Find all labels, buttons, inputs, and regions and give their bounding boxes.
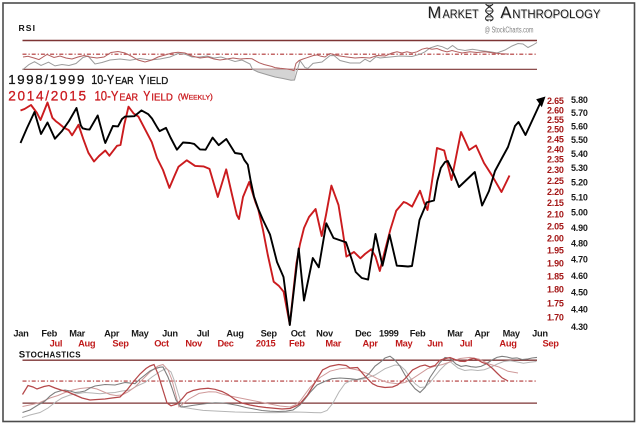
svg-text:Mar: Mar (69, 329, 85, 339)
svg-text:Aug: Aug (78, 339, 96, 349)
svg-text:2.40: 2.40 (547, 144, 564, 154)
svg-text:Jul: Jul (460, 339, 473, 349)
svg-text:1.70: 1.70 (547, 313, 564, 323)
svg-text:4.70: 4.70 (571, 254, 588, 264)
svg-text:RSI: RSI (19, 23, 37, 33)
svg-text:5.50: 5.50 (571, 135, 588, 145)
svg-text:Jan: Jan (13, 329, 29, 339)
svg-text:2.25: 2.25 (547, 176, 564, 186)
svg-text:Apr: Apr (474, 329, 490, 339)
svg-text:Aug: Aug (499, 339, 517, 349)
svg-text:Jun: Jun (427, 339, 443, 349)
svg-text:1.80: 1.80 (547, 285, 564, 295)
svg-text:Sep: Sep (261, 329, 278, 339)
svg-text:Jul: Jul (50, 339, 63, 349)
svg-text:Feb: Feb (289, 339, 305, 349)
svg-text:Apr: Apr (363, 339, 379, 349)
svg-text:Mar: Mar (325, 339, 341, 349)
svg-text:4.60: 4.60 (571, 271, 588, 281)
svg-text:2.55: 2.55 (547, 115, 564, 125)
svg-text:Sep: Sep (543, 339, 560, 349)
svg-text:Oct: Oct (291, 329, 306, 339)
svg-text:May: May (503, 329, 521, 339)
svg-text:2.30: 2.30 (547, 165, 564, 175)
svg-text:4.40: 4.40 (571, 305, 588, 315)
svg-text:2.35: 2.35 (547, 155, 564, 165)
svg-text:1999: 1999 (379, 329, 399, 339)
svg-text:Sep: Sep (112, 339, 129, 349)
svg-text:4.50: 4.50 (571, 288, 588, 298)
svg-text:5.80: 5.80 (571, 95, 588, 105)
svg-text:5.40: 5.40 (571, 149, 588, 159)
svg-text:2.60: 2.60 (547, 105, 564, 115)
svg-text:1.95: 1.95 (547, 246, 564, 256)
svg-text:Jun: Jun (162, 329, 178, 339)
svg-text:5.20: 5.20 (571, 178, 588, 188)
svg-text:1.85: 1.85 (547, 271, 564, 281)
svg-text:Jul: Jul (197, 329, 210, 339)
svg-text:May: May (131, 329, 149, 339)
svg-text:4.30: 4.30 (571, 322, 588, 332)
svg-text:Feb: Feb (41, 329, 57, 339)
svg-text:1.90: 1.90 (547, 258, 564, 268)
svg-text:2.45: 2.45 (547, 134, 564, 144)
svg-text:2.65: 2.65 (547, 96, 564, 106)
svg-text:Apr: Apr (104, 329, 120, 339)
svg-text:4.90: 4.90 (571, 223, 588, 233)
svg-text:STOCHASTICS: STOCHASTICS (19, 350, 81, 361)
svg-text:5.30: 5.30 (571, 163, 588, 173)
svg-text:4.80: 4.80 (571, 239, 588, 249)
svg-text:1.75: 1.75 (547, 298, 564, 308)
svg-text:Feb: Feb (410, 329, 426, 339)
svg-text:2015: 2015 (256, 339, 276, 349)
svg-text:May: May (395, 339, 413, 349)
svg-text:Oct: Oct (154, 339, 169, 349)
svg-text:2.00: 2.00 (547, 233, 564, 243)
svg-text:Dec: Dec (355, 329, 371, 339)
svg-text:Jun: Jun (532, 329, 548, 339)
svg-text:2.10: 2.10 (547, 210, 564, 220)
svg-text:2.50: 2.50 (547, 125, 564, 135)
svg-text:5.70: 5.70 (571, 108, 588, 118)
svg-text:Mar: Mar (447, 329, 463, 339)
svg-text:5.00: 5.00 (571, 208, 588, 218)
svg-text:Aug: Aug (226, 329, 244, 339)
svg-text:2.05: 2.05 (547, 221, 564, 231)
svg-text:5.10: 5.10 (571, 192, 588, 202)
svg-text:@ StockCharts.com: @ StockCharts.com (485, 25, 534, 34)
svg-text:5.60: 5.60 (571, 121, 588, 131)
svg-text:Nov: Nov (316, 329, 334, 339)
svg-text:Nov: Nov (185, 339, 203, 349)
svg-text:Dec: Dec (218, 339, 234, 349)
svg-text:2.20: 2.20 (547, 187, 564, 197)
svg-text:2.15: 2.15 (547, 198, 564, 208)
